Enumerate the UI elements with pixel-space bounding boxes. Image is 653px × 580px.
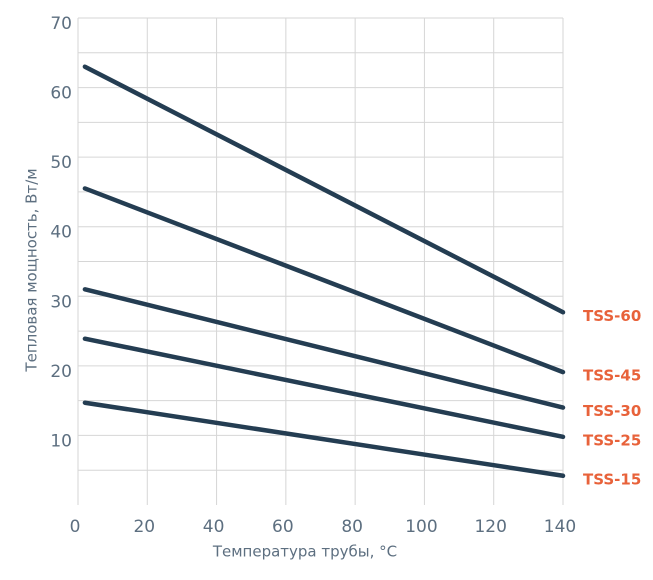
y-tick-label: 50: [50, 153, 72, 173]
x-tick-label: 20: [133, 517, 155, 537]
y-tick-label: 20: [50, 362, 72, 382]
y-tick-label: 30: [50, 292, 72, 312]
x-axis-title: Температура трубы, °C: [212, 543, 397, 561]
legend-label: TSS-30: [583, 402, 641, 420]
y-tick-label: 40: [50, 223, 72, 243]
y-tick-label: 10: [50, 431, 72, 451]
series-line: [82, 186, 566, 375]
y-tick-label: 70: [50, 14, 72, 34]
series-line: [82, 400, 566, 479]
x-tick-label: 120: [474, 517, 506, 537]
series-line: [82, 287, 566, 410]
x-tick-label: 60: [272, 517, 294, 537]
x-tick-label: 0: [70, 517, 81, 537]
y-tick-label: 60: [50, 84, 72, 104]
series-line: [82, 336, 566, 440]
x-tick-label: 100: [405, 517, 437, 537]
legend-label: TSS-45: [583, 367, 641, 385]
x-tick-label: 140: [544, 517, 576, 537]
legend-label: TSS-60: [583, 307, 641, 325]
legend-label: TSS-15: [583, 470, 641, 488]
x-tick-label: 80: [341, 517, 363, 537]
series-line: [82, 64, 566, 315]
legend-label: TSS-25: [583, 431, 641, 449]
y-axis-title: Тепловая мощность, Вт/м: [23, 168, 41, 372]
x-tick-label: 40: [203, 517, 225, 537]
